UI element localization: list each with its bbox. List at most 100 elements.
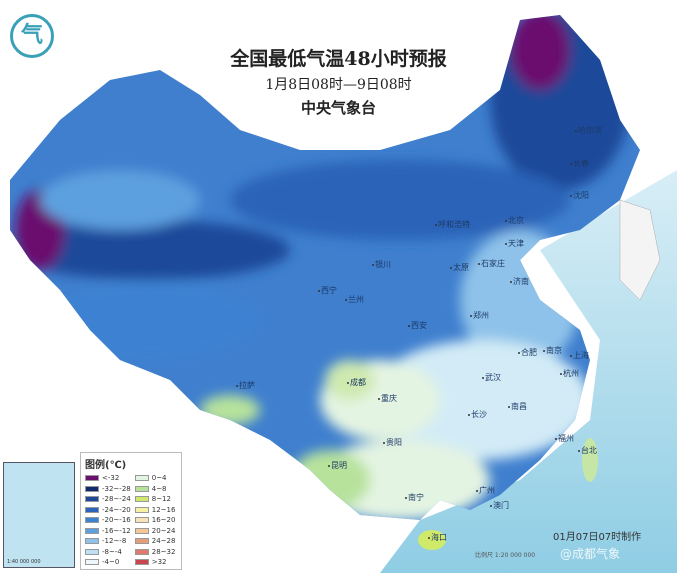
city-label: 台北	[578, 445, 597, 456]
legend-swatch	[85, 559, 99, 566]
legend-label: 24~28	[151, 537, 176, 546]
legend-item: -4~0	[85, 557, 131, 568]
city-label: 郑州	[470, 310, 489, 321]
city-label: 海口	[428, 532, 447, 543]
map-title: 全国最低气温48小时预报	[230, 48, 447, 70]
city-label: 拉萨	[236, 380, 255, 391]
city-label: 天津	[505, 238, 524, 249]
city-label: 杭州	[560, 368, 579, 379]
city-label: 北京	[505, 215, 524, 226]
south-china-sea-inset: 1:40 000 000	[3, 462, 75, 568]
legend-swatch	[85, 496, 99, 503]
legend-item: 28~32	[134, 547, 177, 558]
city-label: 哈尔滨	[575, 125, 602, 136]
legend-label: -4~0	[102, 558, 120, 567]
legend-swatch	[85, 475, 99, 482]
legend-label: -8~-4	[102, 547, 122, 556]
legend-item: -28~-24	[85, 494, 131, 505]
legend-label: -16~-12	[102, 526, 131, 535]
legend-swatch	[134, 527, 149, 534]
cma-logo: 气	[10, 14, 54, 58]
legend-label: 28~32	[151, 547, 176, 556]
city-label: 上海	[570, 350, 589, 361]
legend-label: 8~12	[151, 495, 171, 504]
legend-swatch	[134, 496, 149, 503]
city-label: 石家庄	[478, 258, 505, 269]
city-label: 兰州	[345, 294, 364, 305]
legend-swatch	[85, 485, 99, 492]
city-label: 成都	[347, 377, 366, 388]
legend-swatch	[134, 475, 149, 482]
legend-item: 16~20	[134, 515, 177, 526]
legend-label: >32	[151, 558, 167, 567]
city-label: 济南	[510, 276, 529, 287]
inset-scale: 1:40 000 000	[7, 559, 41, 565]
city-label: 太原	[450, 262, 469, 273]
legend-item: 0~4	[134, 473, 177, 484]
legend-item: -24~-20	[85, 505, 131, 516]
city-label: 合肥	[518, 347, 537, 358]
legend-swatch	[85, 548, 99, 555]
legend-swatch	[85, 527, 99, 534]
city-label: 银川	[372, 259, 391, 270]
legend-label: -24~-20	[102, 505, 131, 514]
legend-title: 图例(℃)	[85, 460, 127, 471]
city-label: 长春	[570, 158, 589, 169]
legend-item: -16~-12	[85, 526, 131, 537]
city-label: 昆明	[328, 460, 347, 471]
legend-label: -20~-16	[102, 516, 131, 525]
map-subtitle: 1月8日08时—9日08时	[265, 77, 412, 93]
city-label: 武汉	[482, 372, 501, 383]
legend-swatch	[134, 548, 149, 555]
legend-swatch	[85, 506, 99, 513]
city-label: 呼和浩特	[435, 219, 470, 230]
legend-swatch	[85, 538, 99, 545]
legend-swatch	[134, 559, 149, 566]
legend-item: >32	[134, 557, 177, 568]
legend-item: -32~-28	[85, 484, 131, 495]
city-label: 西安	[408, 320, 427, 331]
issuer: 中央气象台	[300, 99, 376, 117]
city-label: 南宁	[405, 492, 424, 503]
city-label: 南昌	[508, 401, 527, 412]
city-label: 沈阳	[570, 190, 589, 201]
legend-item: 8~12	[134, 494, 177, 505]
legend-label: 12~16	[151, 505, 176, 514]
legend: 图例(℃) <-32 -32~-28 -28~-24 -24~-20 -20~-16 -1…	[80, 452, 182, 570]
legend-item: 24~28	[134, 536, 177, 547]
city-label: 南京	[543, 345, 562, 356]
legend-label: 0~4	[151, 474, 167, 483]
legend-label: -28~-24	[102, 495, 131, 504]
city-label: 澳门	[490, 500, 509, 511]
legend-item: 20~24	[134, 526, 177, 537]
sea	[380, 170, 677, 573]
city-label: 西宁	[318, 285, 337, 296]
legend-item: 12~16	[134, 505, 177, 516]
legend-swatch	[134, 517, 149, 524]
legend-swatch	[85, 517, 99, 524]
legend-label: 4~8	[151, 484, 167, 493]
legend-item: -20~-16	[85, 515, 131, 526]
korea	[619, 199, 661, 301]
legend-item: 4~8	[134, 484, 177, 495]
city-label: 福州	[555, 433, 574, 444]
scale-text: 比例尺 1:20 000 000	[475, 552, 536, 559]
legend-swatch	[134, 485, 149, 492]
legend-label: <-32	[102, 474, 120, 483]
city-label: 重庆	[378, 393, 397, 404]
legend-item: <-32	[85, 473, 131, 484]
city-label: 广州	[476, 485, 495, 496]
legend-label: -32~-28	[102, 484, 131, 493]
legend-item: -12~-8	[85, 536, 131, 547]
legend-swatch	[134, 506, 149, 513]
city-label: 长沙	[468, 409, 487, 420]
city-label: 贵阳	[383, 437, 402, 448]
weibo-watermark: @成都气象	[560, 547, 621, 561]
legend-label: 20~24	[151, 526, 176, 535]
made-time: 01月07日07时制作	[553, 532, 642, 543]
legend-item: -8~-4	[85, 547, 131, 558]
legend-label: -12~-8	[102, 537, 127, 546]
legend-label: 16~20	[151, 516, 176, 525]
legend-swatch	[134, 538, 149, 545]
